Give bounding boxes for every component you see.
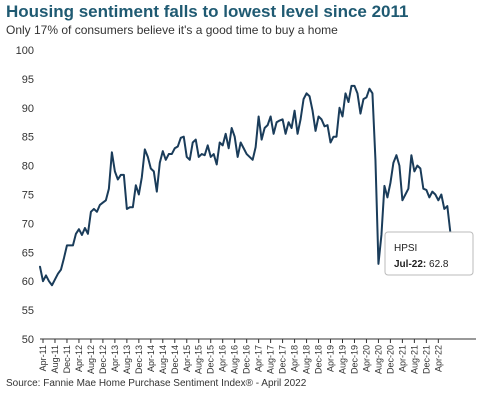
x-tick-label: Dec-16 [242, 345, 252, 374]
x-tick-label: Dec-12 [98, 345, 108, 374]
x-tick-label: Aug-13 [122, 345, 132, 374]
y-tick-label: 100 [16, 45, 34, 57]
y-tick-label: 50 [22, 334, 34, 346]
x-tick-label: Apr-16 [218, 345, 228, 372]
x-tick-label: Apr-20 [361, 345, 371, 372]
y-tick-label: 75 [22, 190, 34, 202]
x-tick-label: Apr-19 [326, 345, 336, 372]
y-tick-label: 60 [22, 276, 34, 288]
y-tick-label: 55 [22, 305, 34, 317]
y-tick-label: 85 [22, 132, 34, 144]
tooltip-series-name: HPSI [394, 243, 417, 254]
tooltip-number: 62.8 [429, 259, 449, 270]
x-tick-label: Apr-17 [254, 345, 264, 372]
hpsi-tooltip: HPSI Jul-22: 62.8 [384, 231, 474, 276]
y-tick-label: 70 [22, 218, 34, 230]
tooltip-box [384, 231, 474, 276]
x-tick-label: Apr-18 [290, 345, 300, 372]
x-tick-label: Dec-17 [278, 345, 288, 374]
x-tick-label: Dec-11 [62, 345, 72, 373]
x-tick-label: Apr-11 [38, 345, 48, 371]
x-tick-label: Aug-19 [337, 345, 347, 374]
chart-title: Housing sentiment falls to lowest level … [6, 2, 409, 21]
y-tick-label: 65 [22, 247, 34, 259]
x-tick-label: Dec-18 [314, 345, 324, 374]
x-tick-label: Dec-15 [206, 345, 216, 374]
x-tick-label: Aug-20 [373, 345, 383, 374]
hpsi-series-line [39, 84, 461, 287]
x-tick-label: Aug-12 [86, 345, 96, 374]
x-tick-label: Apr-14 [146, 345, 156, 372]
x-tick-label: Aug-21 [409, 345, 419, 374]
x-tick-label: Apr-22 [433, 345, 443, 372]
x-tick-label: Dec-21 [421, 345, 431, 374]
x-tick-label: Dec-14 [170, 345, 180, 374]
x-tick-label: Aug-16 [230, 345, 240, 374]
source-note: Source: Fannie Mae Home Purchase Sentime… [6, 378, 307, 389]
x-tick-label: Dec-20 [385, 345, 395, 374]
x-tick-label: Aug-14 [158, 345, 168, 374]
y-tick-label: 95 [22, 74, 34, 86]
x-tick-label: Apr-13 [110, 345, 120, 372]
x-tick-label: Aug-17 [266, 345, 276, 374]
x-tick-label: Apr-21 [397, 345, 407, 372]
x-tick-label: Aug-15 [194, 345, 204, 374]
x-tick-label: Apr-12 [74, 345, 84, 372]
x-tick-label: Aug-18 [302, 345, 312, 374]
plot-area [39, 84, 461, 287]
y-tick-label: 90 [22, 103, 34, 115]
x-tick-label: Apr-15 [182, 345, 192, 372]
x-tick-label: Dec-19 [349, 345, 359, 374]
y-tick-label: 80 [22, 161, 34, 173]
tooltip-date: Jul-22: [394, 259, 426, 270]
x-tick-label: Dec-13 [134, 345, 144, 374]
chart-subtitle: Only 17% of consumers believe it's a goo… [6, 23, 338, 37]
x-tick-label: Aug-11 [50, 345, 60, 373]
tooltip-value: Jul-22: 62.8 [394, 259, 449, 270]
